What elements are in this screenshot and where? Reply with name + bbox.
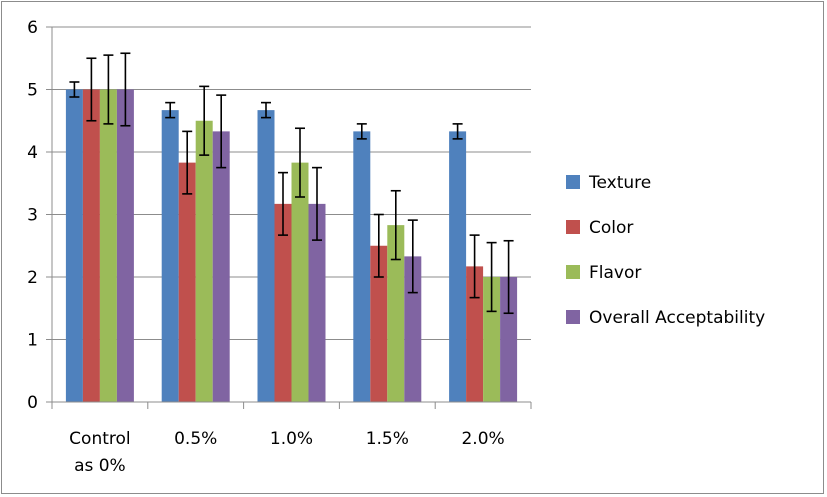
legend-swatch-texture [566, 175, 580, 189]
bar-color-2 [274, 203, 292, 402]
bar-color-4 [466, 266, 484, 402]
legend-label-overall-acceptability: Overall Acceptability [589, 308, 765, 328]
legend-swatch-flavor [566, 265, 580, 279]
bar-color-0 [82, 89, 100, 402]
bar-overall-acceptability-0 [116, 89, 134, 402]
y-tick-label: 0 [27, 393, 38, 413]
y-tick-label: 1 [27, 331, 38, 351]
x-tick-label: 1.5% [366, 429, 409, 449]
bar-texture-0 [65, 89, 83, 402]
bars [65, 89, 518, 402]
y-tick-label: 5 [27, 81, 38, 101]
bar-flavor-4 [483, 277, 501, 402]
bar-overall-acceptability-4 [500, 277, 518, 402]
tick-labels: 0 1 2 3 4 5 6 Control as 0% 0.5% 1.0% 1.5% 2.0% [27, 18, 505, 476]
y-tick-label: 4 [27, 143, 38, 163]
bar-texture-3 [353, 131, 371, 402]
x-tick-label: 0.5% [174, 429, 217, 449]
legend-label-color: Color [589, 218, 633, 238]
legend-swatch-color [566, 220, 580, 234]
legend-swatch-overall-acceptability [566, 310, 580, 324]
bar-overall-acceptability-2 [308, 203, 326, 402]
bar-color-1 [178, 162, 196, 402]
y-tick-label: 3 [27, 206, 38, 226]
x-tick-label: as 0% [74, 456, 126, 476]
x-tick-label: 2.0% [461, 429, 504, 449]
y-tick-label: 2 [27, 268, 38, 288]
bar-overall-acceptability-1 [212, 131, 230, 402]
bar-flavor-3 [387, 225, 405, 402]
bar-flavor-2 [291, 162, 309, 402]
axes [46, 26, 532, 409]
bar-texture-1 [161, 110, 179, 402]
legend: Texture Color Flavor Overall Acceptability [566, 173, 765, 328]
error-bars [69, 52, 514, 315]
x-tick-label: Control [69, 429, 130, 449]
legend-label-texture: Texture [588, 173, 651, 193]
bar-flavor-0 [99, 89, 117, 402]
legend-label-flavor: Flavor [589, 263, 641, 283]
bar-color-3 [370, 245, 388, 402]
bar-texture-2 [257, 110, 275, 402]
y-tick-label: 6 [27, 18, 38, 38]
x-tick-label: 1.0% [270, 429, 313, 449]
bar-texture-4 [449, 131, 467, 402]
bar-flavor-1 [195, 120, 213, 402]
